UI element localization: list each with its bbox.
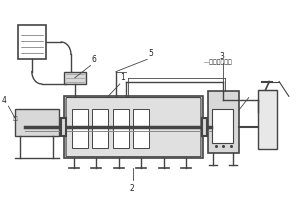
Bar: [15, 109, 59, 136]
Bar: [18, 25, 46, 59]
Bar: [64, 72, 86, 84]
Bar: [92, 109, 108, 148]
Text: —微波氧化装置: —微波氧化装置: [204, 60, 232, 65]
FancyBboxPatch shape: [66, 98, 201, 157]
Bar: [208, 91, 239, 153]
Bar: [61, 118, 66, 136]
Bar: [202, 118, 207, 136]
Bar: [113, 109, 129, 148]
Text: 1: 1: [120, 73, 124, 82]
Text: 5: 5: [148, 49, 153, 58]
Text: 6: 6: [92, 55, 96, 64]
Bar: [64, 96, 203, 158]
Text: 2: 2: [129, 184, 134, 193]
Text: 3: 3: [219, 52, 224, 61]
Bar: [72, 109, 88, 148]
Text: 装置: 装置: [12, 116, 18, 121]
Bar: [258, 90, 277, 149]
Bar: [212, 109, 233, 143]
Bar: [134, 109, 149, 148]
Text: 4: 4: [2, 96, 7, 105]
